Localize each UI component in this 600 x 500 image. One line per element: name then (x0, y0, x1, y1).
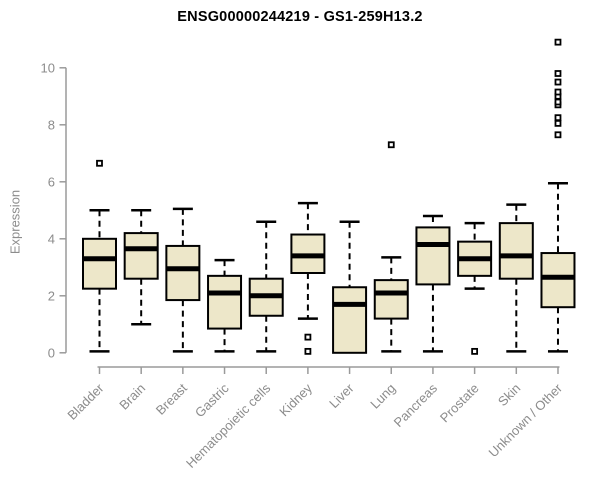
x-axis-tick-label-brain: Brain (116, 381, 148, 413)
iqr-box (373, 279, 409, 320)
outlier-marker (554, 38, 562, 46)
outlier-marker (554, 98, 562, 106)
boxplot-skin (498, 203, 534, 353)
boxplot-hematopoietic-cells (248, 220, 284, 353)
outlier-marker (554, 114, 562, 122)
outlier-marker (554, 131, 562, 139)
outlier-marker (554, 88, 562, 96)
outlier-marker (471, 347, 479, 355)
boxplot-prostate (457, 221, 493, 355)
boxplot-pancreas (415, 214, 451, 353)
x-axis-tick-label-lung: Lung (367, 381, 398, 412)
boxplot-liver (332, 220, 368, 354)
chart-title: ENSG00000244219 - GS1-259H13.2 (177, 9, 423, 25)
x-axis-tick-label-breast: Breast (153, 380, 190, 417)
iqr-box (123, 232, 159, 280)
outlier-marker (304, 333, 312, 341)
iqr-box (165, 244, 201, 302)
x-axis-tick-label-unknown-other: Unknown / Other (486, 380, 566, 460)
outlier-marker (554, 78, 562, 86)
outlier-marker (304, 347, 312, 355)
iqr-box (207, 274, 243, 330)
boxplot-breast (165, 207, 201, 353)
y-axis-tick-label: 6 (48, 174, 55, 189)
x-axis-tick-label-prostate: Prostate (437, 381, 482, 426)
iqr-box (498, 222, 534, 280)
iqr-box (82, 237, 117, 290)
y-axis-tick-label: 0 (48, 345, 55, 360)
y-axis-tick-label: 10 (41, 60, 55, 75)
x-axis-tick-label-pancreas: Pancreas (391, 380, 441, 430)
y-axis: 0 2 4 6 8 10 (41, 60, 67, 360)
outlier-marker (554, 70, 562, 77)
boxplot-kidney (290, 201, 326, 355)
x-axis-tick-label-skin: Skin (495, 381, 523, 409)
iqr-box (415, 226, 451, 286)
x-axis-tick-label-gastric: Gastric (192, 380, 232, 420)
boxplot-bladder (82, 159, 117, 353)
y-axis-tick-label: 8 (48, 117, 55, 132)
iqr-box (332, 286, 368, 354)
boxplot-brain (123, 209, 159, 326)
iqr-box (540, 252, 576, 309)
outlier-marker (96, 159, 103, 167)
x-axis-tick-label-bladder: Bladder (64, 380, 107, 423)
x-axis-tick-label-liver: Liver (326, 380, 357, 411)
y-axis-tick-label: 4 (48, 231, 55, 246)
boxplot-gastric (207, 258, 243, 353)
y-axis-tick-label: 2 (48, 288, 55, 303)
x-axis-tick-label-kidney: Kidney (276, 380, 315, 419)
outlier-marker (554, 119, 562, 127)
boxplot-unknown-other (540, 38, 576, 353)
outlier-marker (387, 141, 395, 149)
boxplot-lung (373, 141, 409, 353)
